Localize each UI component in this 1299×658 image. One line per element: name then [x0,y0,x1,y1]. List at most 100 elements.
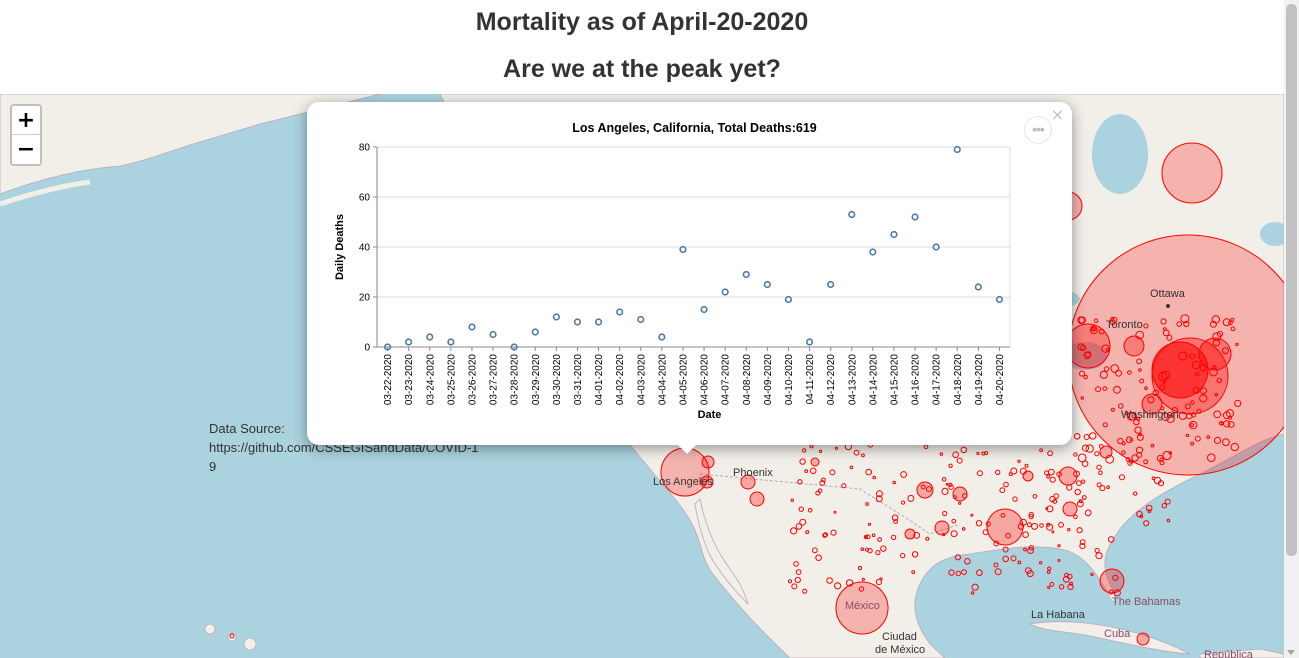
case-marker [1108,589,1114,595]
case-marker [1002,546,1009,553]
case-marker [865,534,871,540]
case-marker [893,519,898,524]
case-marker [1133,491,1138,496]
zoom-control: + − [10,104,42,166]
case-marker [1135,446,1144,454]
x-tick-label: 03-27-2020 [489,354,500,406]
case-marker [819,480,826,486]
case-marker [1111,407,1115,412]
data-point [763,280,771,289]
case-marker [1124,411,1129,416]
case-marker [1096,482,1102,488]
case-marker [1212,365,1217,369]
case-marker [1046,474,1051,479]
case-marker [1160,406,1165,411]
case-marker [1003,481,1009,488]
case-marker [942,532,946,537]
case-marker [1162,380,1167,385]
case-marker [1138,368,1142,372]
case-marker [809,467,817,475]
data-point [594,318,603,326]
case-marker [960,446,968,454]
label-mexico: México [845,600,880,612]
case-marker [958,501,962,505]
case-marker [853,449,860,456]
case-marker [849,465,854,470]
data-point [742,270,750,279]
case-marker [797,479,803,485]
label-los-angeles: Los Angeles [653,476,713,488]
case-marker [1150,443,1155,448]
vertical-scrollbar[interactable] [1284,0,1299,658]
case-marker [1076,480,1082,487]
case-marker [1096,464,1102,470]
case-marker [1047,566,1052,571]
case-marker [948,463,953,468]
case-marker [1222,318,1231,327]
case-marker [1051,530,1055,534]
page-title: Mortality as of April-20-2020 [475,8,809,36]
case-marker [1134,426,1142,434]
x-tick-label: 03-24-2020 [425,354,436,406]
case-marker [861,577,865,581]
scrollbar-thumb[interactable] [1286,4,1297,556]
case-marker [900,552,906,559]
x-tick-label: 04-02-2020 [615,354,626,406]
case-marker [865,468,873,476]
case-marker [961,569,967,576]
case-marker [1212,338,1221,347]
y-axis-title: Daily Deaths [334,214,346,280]
close-icon[interactable]: × [1050,105,1064,124]
case-marker [964,558,971,565]
case-marker [1027,547,1034,555]
case-marker [1126,411,1136,421]
case-marker [802,588,808,594]
case-marker [1095,552,1103,560]
case-marker [1136,433,1144,441]
case-marker [1005,532,1011,539]
case-marker [1184,403,1191,410]
case-marker [1098,328,1105,335]
case-marker [1002,555,1010,563]
case-marker [833,510,837,514]
case-marker [1143,323,1149,329]
case-marker [1191,360,1201,370]
case-marker [1166,334,1173,341]
more-actions-button[interactable]: ••• [1024,116,1052,144]
x-tick-label: 04-03-2020 [636,354,647,406]
zoom-out-button[interactable]: − [12,135,40,164]
case-marker [1135,330,1144,340]
case-marker [1144,386,1148,391]
x-axis-title: Date [698,409,722,421]
case-marker [1195,372,1200,377]
case-marker [830,529,837,536]
case-marker [1094,451,1100,457]
case-marker [1200,387,1208,395]
y-tick-label: 80 [359,143,371,154]
x-tick-label: 04-20-2020 [995,354,1006,406]
popup-tip [677,444,697,454]
case-marker [822,533,828,538]
map-view[interactable]: Ottawa Toronto Washington Phoenix Los An… [0,94,1284,658]
zoom-in-button[interactable]: + [12,106,40,135]
case-marker [799,458,806,465]
case-marker [1028,511,1035,518]
case-marker [1081,444,1090,452]
case-marker [1085,444,1094,453]
case-marker [945,482,949,486]
case-marker [1143,459,1149,465]
label-la-habana: La Habana [1031,609,1085,621]
scroll-down-icon[interactable] [1287,650,1295,655]
case-marker [954,554,962,561]
x-tick-label: 03-31-2020 [573,354,584,406]
data-point [616,308,624,316]
x-tick-label: 04-15-2020 [889,354,900,406]
case-marker [925,536,930,541]
case-marker [829,469,836,476]
case-marker [1046,570,1051,574]
case-marker [1077,453,1087,463]
case-marker [962,493,968,499]
case-marker [1213,410,1222,419]
case-marker [1017,459,1021,463]
case-marker [982,529,989,536]
